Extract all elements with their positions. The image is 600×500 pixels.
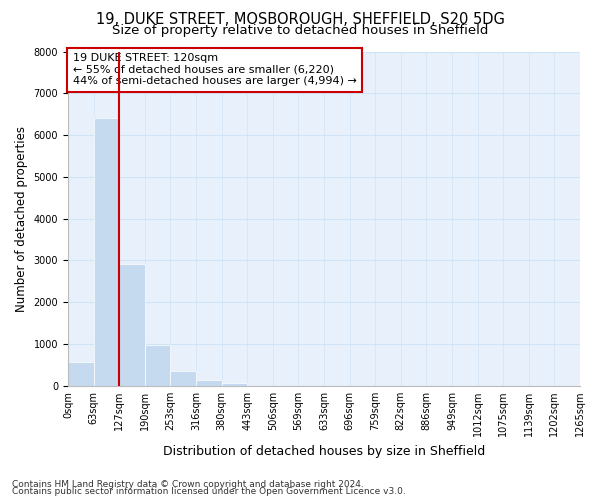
X-axis label: Distribution of detached houses by size in Sheffield: Distribution of detached houses by size … (163, 444, 485, 458)
Bar (94, 118, 119, 386)
Bar (68, 362, 94, 386)
Bar (145, 346, 170, 386)
Text: 19, DUKE STREET, MOSBOROUGH, SHEFFIELD, S20 5DG: 19, DUKE STREET, MOSBOROUGH, SHEFFIELD, … (95, 12, 505, 28)
Bar (196, 380, 221, 386)
Bar (170, 371, 196, 386)
Text: Size of property relative to detached houses in Sheffield: Size of property relative to detached ho… (112, 24, 488, 37)
Text: Contains public sector information licensed under the Open Government Licence v3: Contains public sector information licen… (12, 487, 406, 496)
Y-axis label: Number of detached properties: Number of detached properties (15, 126, 28, 312)
Text: Contains HM Land Registry data © Crown copyright and database right 2024.: Contains HM Land Registry data © Crown c… (12, 480, 364, 489)
Text: 19 DUKE STREET: 120sqm
← 55% of detached houses are smaller (6,220)
44% of semi-: 19 DUKE STREET: 120sqm ← 55% of detached… (73, 53, 357, 86)
Bar (119, 264, 145, 386)
Bar (221, 382, 247, 386)
